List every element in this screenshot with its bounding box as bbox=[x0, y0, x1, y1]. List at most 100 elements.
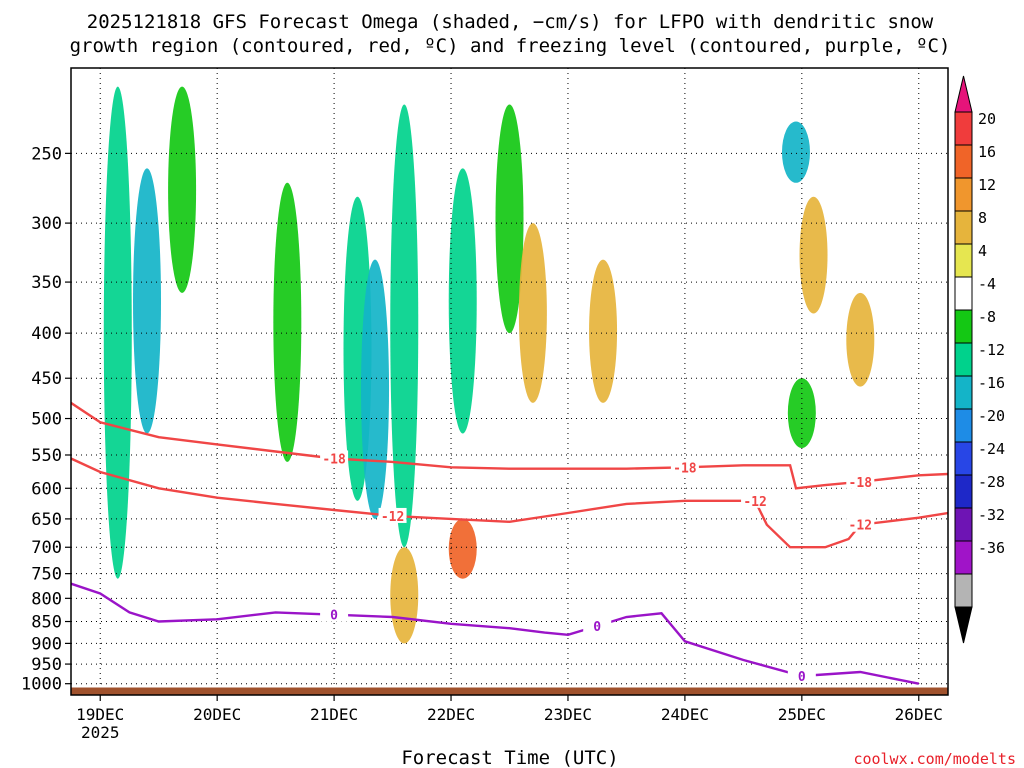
y-tick-label: 1000 bbox=[21, 675, 62, 695]
contour-label-bg bbox=[378, 507, 407, 523]
colorbar-segment bbox=[954, 210, 973, 245]
colorbar-label: -32 bbox=[978, 506, 1005, 524]
omega-region bbox=[103, 86, 132, 579]
y-tick-label: 900 bbox=[31, 634, 62, 654]
contour-label: 0 bbox=[593, 620, 601, 635]
omega-region bbox=[781, 121, 810, 183]
omega-region bbox=[589, 259, 618, 403]
y-tick-label: 950 bbox=[31, 655, 62, 675]
x-axis: 19DEC 20DEC 21DEC 22DEC 23DEC 24DEC 25DEC 26DEC… bbox=[76, 695, 943, 742]
y-tick-label: 850 bbox=[31, 613, 62, 633]
colorbar-label: 20 bbox=[978, 110, 996, 128]
y-tick-label: 600 bbox=[31, 479, 62, 499]
ground-layer bbox=[71, 687, 948, 695]
y-tick-label: 400 bbox=[31, 324, 62, 344]
contour-line bbox=[71, 582, 920, 685]
ground-band bbox=[71, 687, 948, 695]
x-tick-label: 23DEC bbox=[544, 705, 592, 724]
colorbar-label: 12 bbox=[978, 176, 996, 194]
colorbar-label: -24 bbox=[978, 440, 1005, 458]
colorbar-segment bbox=[954, 177, 973, 212]
contour-label: -12 bbox=[381, 510, 404, 525]
omega-region bbox=[361, 259, 390, 519]
x-tick-label: 22DEC bbox=[427, 705, 475, 724]
contour-label-bg bbox=[846, 516, 875, 532]
colorbar-segment bbox=[954, 573, 973, 608]
contour-label-bg bbox=[583, 617, 612, 633]
colorbar-segment bbox=[954, 441, 973, 476]
omega-region bbox=[168, 86, 197, 293]
x-tick-label: 19DEC bbox=[76, 705, 124, 724]
colorbar-segment bbox=[954, 309, 973, 344]
omega-region bbox=[846, 292, 875, 387]
omega-region bbox=[518, 223, 547, 403]
y-tick-label: 800 bbox=[31, 589, 62, 609]
colorbar-label: -12 bbox=[978, 341, 1005, 359]
colorbar-segment bbox=[954, 507, 973, 542]
y-tick-label: 300 bbox=[31, 214, 62, 234]
contour-line bbox=[71, 401, 948, 490]
chart-title-line2: growth region (contoured, red, ºC) and f… bbox=[70, 35, 951, 57]
y-tick-label: 250 bbox=[31, 144, 62, 164]
contour-label: -18 bbox=[849, 476, 873, 491]
x-tick-label: 21DEC bbox=[310, 705, 358, 724]
contour-label: 0 bbox=[330, 609, 338, 624]
contour-label-bg bbox=[787, 667, 816, 683]
contour-label-bg bbox=[670, 459, 699, 475]
x-tick-label: 20DEC bbox=[193, 705, 241, 724]
contour-line bbox=[71, 457, 948, 549]
x-tick-label: 26DEC bbox=[895, 705, 943, 724]
colorbar: 20 16 12 8 4 -4 -8 -12 -16 -20 -24 -28 -32 -36 bbox=[954, 75, 1005, 644]
x-year-label: 2025 bbox=[81, 723, 120, 742]
y-tick-label: 550 bbox=[31, 446, 62, 466]
omega-region bbox=[133, 168, 162, 434]
colorbar-label: -8 bbox=[978, 308, 996, 326]
colorbar-segment bbox=[954, 276, 973, 311]
plot-area: -18 -18 -18 -12 -12 -12 0 0 0 bbox=[70, 67, 949, 696]
contour-label: -18 bbox=[322, 452, 346, 467]
omega-region bbox=[273, 182, 302, 462]
y-axis: 2503003504004505005506006507007508008509… bbox=[21, 144, 71, 695]
colorbar-label: 16 bbox=[978, 143, 996, 161]
contour-label-bg bbox=[320, 606, 349, 622]
credit-text: coolwx.com/modelts bbox=[853, 750, 1016, 768]
contour-label: 0 bbox=[798, 670, 806, 685]
colorbar-segment bbox=[954, 375, 973, 410]
colorbar-label: -36 bbox=[978, 539, 1005, 557]
colorbar-segment bbox=[954, 243, 973, 278]
omega-region bbox=[799, 196, 828, 314]
omega-region bbox=[390, 104, 419, 548]
colorbar-label: -20 bbox=[978, 407, 1005, 425]
colorbar-segment bbox=[954, 474, 973, 509]
colorbar-label: 4 bbox=[978, 242, 987, 260]
contour-label: -12 bbox=[849, 519, 872, 534]
colorbar-segment bbox=[954, 111, 973, 146]
y-tick-label: 500 bbox=[31, 410, 62, 430]
colorbar-segment bbox=[954, 144, 973, 179]
colorbar-label: 8 bbox=[978, 209, 987, 227]
omega-region bbox=[448, 168, 477, 434]
omega-region bbox=[495, 104, 524, 334]
y-tick-label: 650 bbox=[31, 510, 62, 530]
y-tick-label: 350 bbox=[31, 273, 62, 293]
chart-title-line1: 2025121818 GFS Forecast Omega (shaded, −… bbox=[87, 11, 934, 33]
x-tick-label: 24DEC bbox=[661, 705, 709, 724]
contour-label-bg bbox=[320, 450, 349, 466]
x-axis-label: Forecast Time (UTC) bbox=[401, 747, 618, 768]
colorbar-segment bbox=[954, 408, 973, 443]
colorbar-label: -28 bbox=[978, 473, 1005, 491]
contour-label: -12 bbox=[743, 495, 766, 510]
x-tick-label: 25DEC bbox=[778, 705, 826, 724]
colorbar-label: -4 bbox=[978, 275, 996, 293]
colorbar-label: -16 bbox=[978, 374, 1005, 392]
y-tick-label: 750 bbox=[31, 565, 62, 585]
colorbar-segment bbox=[954, 540, 973, 575]
colorbar-top-arrow bbox=[954, 75, 973, 113]
y-tick-label: 700 bbox=[31, 538, 62, 558]
contour-label: -18 bbox=[673, 461, 697, 476]
omega-shading-layer bbox=[103, 86, 875, 644]
plot-frame bbox=[70, 67, 949, 696]
colorbar-segment bbox=[954, 342, 973, 377]
colorbar-bottom-arrow bbox=[954, 606, 973, 644]
